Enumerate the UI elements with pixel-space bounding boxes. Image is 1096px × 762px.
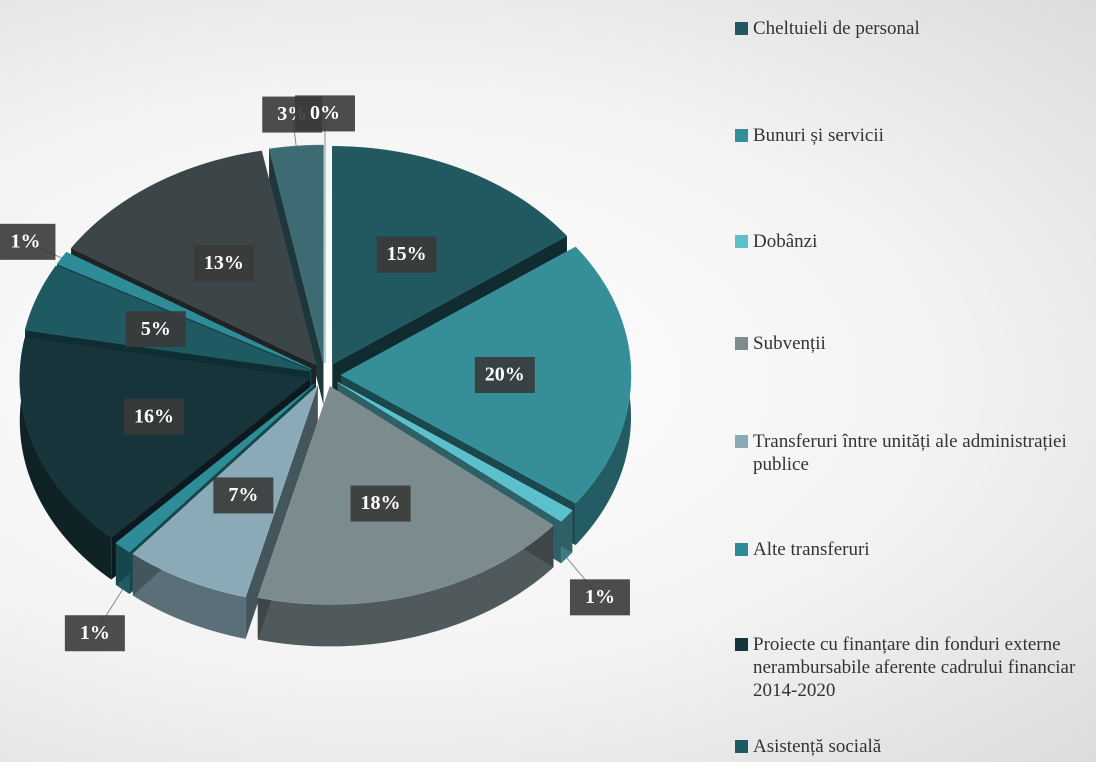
slice-side <box>19 337 112 580</box>
data-label: 13% <box>204 252 244 274</box>
slice <box>115 383 315 553</box>
slice-cut <box>245 385 318 639</box>
slice <box>268 144 324 364</box>
legend-swatch <box>735 22 748 35</box>
legend-label: Cheltuieli de personal <box>753 18 920 39</box>
legend-swatch <box>735 235 748 248</box>
legend-item: Cheltuieli de personal <box>735 17 1095 40</box>
data-label: 0% <box>310 102 340 124</box>
label-box <box>213 477 274 514</box>
data-label: 1% <box>80 622 110 644</box>
slice <box>70 150 317 366</box>
legend-item: Subvenții <box>735 332 1095 355</box>
data-label: 7% <box>228 484 258 506</box>
data-label: 16% <box>134 405 174 427</box>
legend-item: Dobânzi <box>735 230 1095 253</box>
legend-swatch <box>735 543 748 556</box>
legend-item: Alte transferuri <box>735 538 1095 561</box>
label-box <box>569 579 630 616</box>
legend-item: Bunuri și servicii <box>735 124 1095 147</box>
legend-swatch <box>735 638 748 651</box>
legend-label: Bunuri și servicii <box>753 125 884 146</box>
data-label: 18% <box>361 492 401 514</box>
label-box <box>193 245 254 282</box>
slice <box>19 337 311 538</box>
legend-item: Transferuri între unități ale administra… <box>735 430 1095 476</box>
slice-side <box>257 525 554 647</box>
legend-label: Transferuri între unități ale administra… <box>753 431 1067 475</box>
legend-swatch <box>735 129 748 142</box>
legend-label: Proiecte cu finanțare din fonduri extern… <box>753 634 1076 701</box>
label-box <box>125 311 186 348</box>
label-box <box>0 223 56 260</box>
legend-item: Proiecte cu finanțare din fonduri extern… <box>735 633 1095 702</box>
label-box <box>350 485 411 522</box>
label-box <box>376 236 437 273</box>
data-label: 1% <box>585 586 615 608</box>
legend-swatch <box>735 740 748 753</box>
data-label: 15% <box>387 243 427 265</box>
data-label: 20% <box>485 364 525 386</box>
label-box <box>64 615 125 652</box>
legend-label: Dobânzi <box>753 231 818 252</box>
legend-item: Asistență socială <box>735 735 1095 758</box>
slice <box>332 146 568 365</box>
data-label: 1% <box>10 230 40 252</box>
slice-side <box>132 553 246 639</box>
label-box <box>295 95 355 132</box>
label-box <box>124 398 185 435</box>
legend-label: Alte transferuri <box>753 539 870 560</box>
label-box <box>474 357 535 393</box>
legend-swatch <box>735 337 748 350</box>
legend-swatch <box>735 435 748 448</box>
legend-label: Subvenții <box>753 333 826 354</box>
data-label: 5% <box>141 318 171 340</box>
slice <box>337 382 573 522</box>
legend-label: Asistență socială <box>753 736 882 757</box>
slice <box>56 251 312 370</box>
